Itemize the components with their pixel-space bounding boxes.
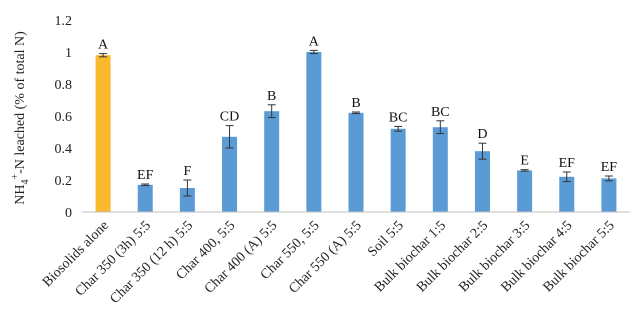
y-axis-title-part-1: NH [13,185,28,205]
y-tick-label: 1 [65,46,72,61]
category-label: Char 350 (3h) 5:5 [73,218,154,299]
error-bar [267,104,276,119]
significance-letter: E [520,154,529,169]
error-bar [183,179,192,197]
bar [95,55,111,213]
bar [390,128,406,212]
bar [601,178,617,212]
bar [137,184,153,212]
error-bar [225,125,234,149]
error-bar [436,120,445,135]
significance-letter: EF [601,160,618,175]
bar [517,170,533,212]
significance-letter: F [183,164,191,179]
error-bar [478,142,487,160]
category-label: Soil 5:5 [365,218,407,260]
y-axis-title-part-2: -N leached (% of total N) [13,31,28,174]
significance-letter: CD [220,110,239,125]
significance-letter: A [309,34,320,49]
y-tick-label: 0.8 [55,78,73,93]
y-axis-title-superscript: + [10,174,21,180]
bar [474,151,490,212]
y-tick-label: 0.2 [55,174,73,189]
y-tick-label: 1.2 [55,14,73,29]
error-bar [520,169,529,172]
y-tick-label: 0.6 [55,110,73,125]
bar [222,136,238,212]
y-axis-ticks: 0 0.2 0.4 0.6 0.8 1 1.2 [55,14,73,221]
error-bar [352,111,360,115]
significance-letter: BC [431,105,450,120]
significance-letter: A [98,38,109,53]
bars [95,52,617,213]
significance-letter: BC [389,110,408,125]
error-bar [99,53,108,58]
error-bar [394,125,403,132]
y-axis-title-subscript: 4 [20,180,31,185]
y-tick-label: 0 [65,206,72,221]
significance-letter: EF [137,168,154,183]
significance-letter: B [267,89,276,104]
y-tick-label: 0.4 [55,142,73,157]
category-label: Char 550 (A) 5:5 [286,218,365,297]
bar [179,188,195,212]
bar [306,52,322,212]
error-bar [141,183,150,187]
category-label: Char 400 (A) 5:5 [202,218,281,297]
significance-letters: A EF F CD B A B BC BC D E EF EF [98,34,617,183]
error-bar [309,49,318,55]
error-bars [99,49,613,197]
bar [348,112,364,212]
bar [432,127,448,212]
y-axis-title: NH4+-N leached (% of total N) [10,31,31,205]
significance-letter: EF [559,156,576,171]
bar [264,111,280,212]
error-bar [604,175,613,182]
error-bar [562,171,571,183]
significance-letter: D [477,127,487,142]
significance-letter: B [351,96,360,111]
bar [559,176,575,212]
